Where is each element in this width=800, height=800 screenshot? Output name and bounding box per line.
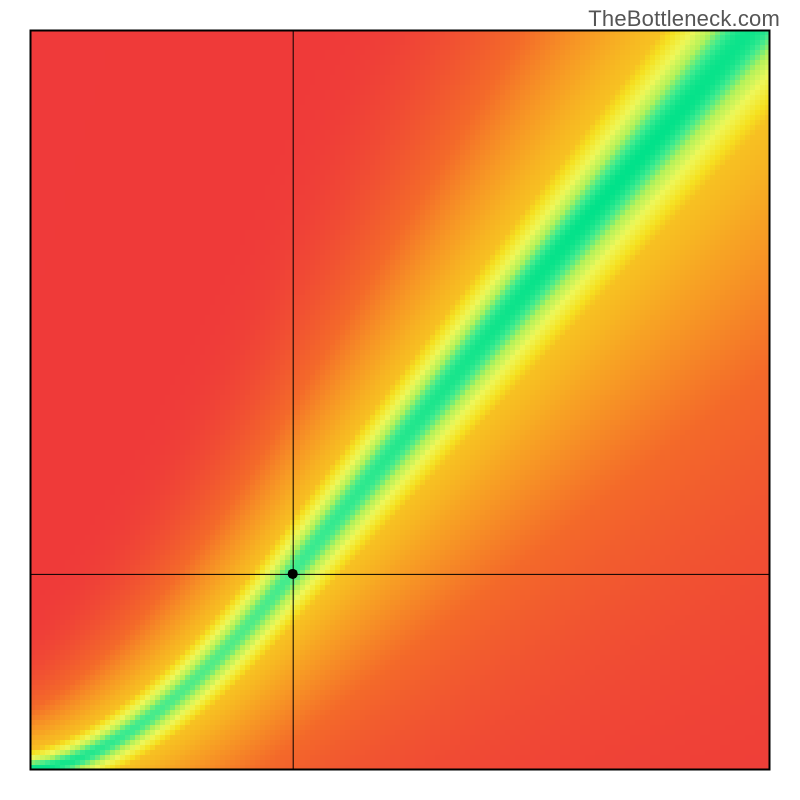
chart-container: TheBottleneck.com	[0, 0, 800, 800]
bottleneck-heatmap	[0, 0, 800, 800]
watermark-text: TheBottleneck.com	[588, 6, 780, 32]
